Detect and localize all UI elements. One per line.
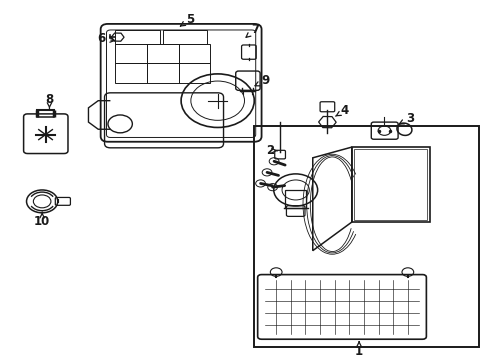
Bar [115,30,159,44]
Text: 1: 1 [354,342,363,358]
Bar [115,44,147,63]
Bar [285,190,306,208]
Text: 9: 9 [254,74,269,87]
Text: 7: 7 [245,23,259,37]
Text: 4: 4 [335,104,348,117]
Bar [147,63,178,83]
Bar [178,63,210,83]
Bar [353,149,427,220]
Text: 6: 6 [97,32,114,45]
Text: 8: 8 [45,93,54,108]
FancyBboxPatch shape [23,114,68,153]
Bar [178,44,210,63]
Text: 2: 2 [266,144,277,157]
Bar [351,147,429,222]
Text: 10: 10 [34,212,50,228]
Text: 5: 5 [180,13,194,27]
Bar [254,126,478,347]
Text: 3: 3 [399,112,413,125]
Bar [115,63,147,83]
Bar [147,44,178,63]
Bar [163,30,207,44]
